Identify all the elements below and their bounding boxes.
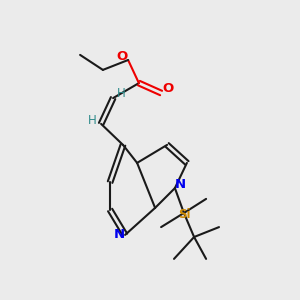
Text: H: H <box>117 87 126 100</box>
Text: H: H <box>88 114 97 128</box>
Text: N: N <box>114 228 125 242</box>
Text: O: O <box>162 82 173 95</box>
Text: N: N <box>175 178 186 191</box>
Text: O: O <box>116 50 128 64</box>
Text: Si: Si <box>178 208 190 221</box>
